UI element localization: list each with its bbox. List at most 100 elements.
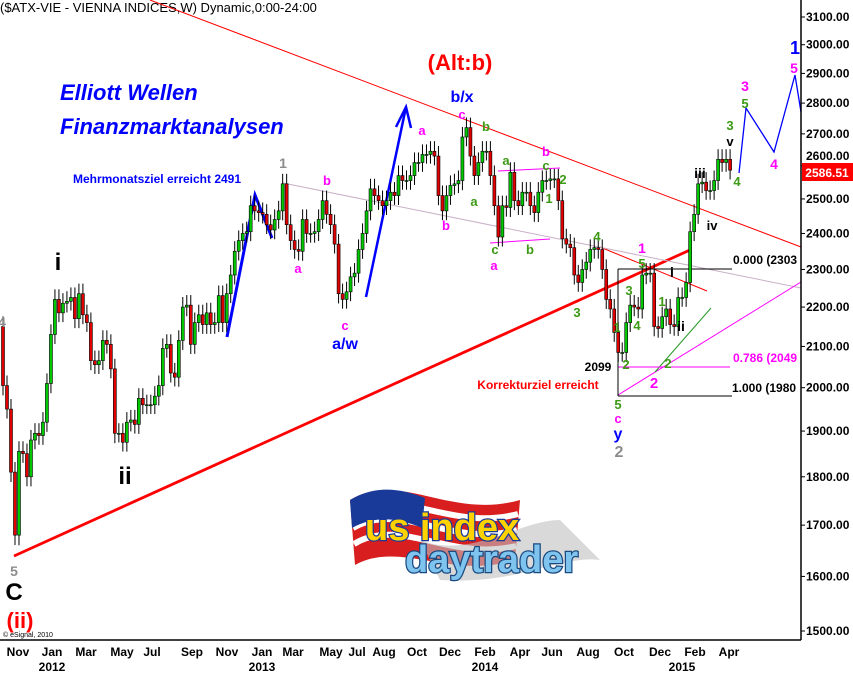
x-tick-label: Mar bbox=[282, 645, 304, 659]
candle-body bbox=[572, 247, 577, 276]
candle-body bbox=[204, 312, 209, 325]
candle-body bbox=[720, 158, 724, 163]
arrowhead-icon bbox=[394, 103, 413, 129]
candle bbox=[460, 126, 465, 191]
candle-body bbox=[396, 175, 401, 196]
candle-body bbox=[464, 127, 469, 138]
candle bbox=[312, 221, 317, 243]
candle bbox=[416, 152, 421, 172]
candle-body bbox=[384, 200, 389, 207]
wave-label: b bbox=[323, 173, 331, 188]
wave-label: a bbox=[502, 153, 510, 168]
candle-body bbox=[488, 150, 493, 176]
wave-label: b bbox=[542, 144, 550, 159]
candle bbox=[668, 298, 672, 334]
candle bbox=[468, 117, 473, 166]
candle bbox=[41, 412, 45, 445]
wave-label: (Alt:b) bbox=[428, 50, 493, 75]
candle-body bbox=[192, 322, 197, 345]
wave-label: b bbox=[442, 218, 450, 233]
x-tick-label: Feb bbox=[474, 645, 495, 659]
candle-body bbox=[157, 385, 161, 397]
candle-body bbox=[308, 233, 313, 235]
candle-body bbox=[332, 224, 337, 245]
candle bbox=[141, 388, 145, 415]
candle-body bbox=[109, 344, 113, 370]
candle-body bbox=[105, 340, 109, 345]
candle-body bbox=[212, 322, 217, 325]
candle bbox=[544, 170, 549, 190]
logo-text-2: daytrader bbox=[405, 539, 578, 581]
candle bbox=[45, 373, 49, 432]
candle-body bbox=[153, 395, 157, 406]
candle-body bbox=[348, 276, 353, 293]
last-price-tag bbox=[802, 163, 853, 181]
candle bbox=[624, 312, 629, 362]
candle-body bbox=[312, 231, 317, 234]
candle bbox=[376, 185, 381, 210]
candle-body bbox=[452, 183, 457, 186]
candle-body bbox=[668, 308, 672, 325]
candle-body bbox=[340, 293, 345, 300]
wave-label: 1 bbox=[638, 240, 646, 256]
candle bbox=[428, 141, 433, 164]
candle bbox=[648, 263, 652, 283]
wave-label: 4 bbox=[733, 174, 741, 189]
y-tick-label: 2500.00 bbox=[806, 192, 850, 206]
wave-label: a bbox=[294, 261, 302, 276]
candle-body bbox=[612, 308, 617, 333]
candle-body bbox=[85, 314, 89, 323]
candle bbox=[620, 342, 625, 362]
candle-body bbox=[288, 224, 293, 241]
candles-layer bbox=[1, 117, 732, 546]
wave-label: Mehrmonatsziel erreicht 2491 bbox=[73, 172, 241, 186]
wave-label: Korrekturziel erreicht bbox=[477, 378, 598, 392]
wave-label: 5 bbox=[741, 96, 748, 111]
candle-body bbox=[392, 191, 397, 196]
candle bbox=[388, 182, 393, 210]
candle-body bbox=[664, 308, 668, 318]
candle bbox=[172, 362, 177, 387]
candle-body bbox=[280, 183, 285, 212]
candle-body bbox=[256, 210, 261, 213]
candle bbox=[284, 173, 289, 235]
candle-body bbox=[300, 219, 305, 252]
candle bbox=[480, 141, 485, 172]
wave-label: b/x bbox=[450, 89, 473, 106]
candle bbox=[9, 399, 13, 483]
candle-body bbox=[244, 231, 249, 234]
candle bbox=[348, 266, 353, 302]
candle-body bbox=[516, 200, 521, 207]
candle bbox=[452, 173, 457, 195]
candle bbox=[572, 237, 577, 285]
candle bbox=[13, 462, 17, 546]
candle bbox=[372, 178, 377, 205]
candle-body bbox=[264, 214, 269, 226]
candle bbox=[304, 209, 309, 243]
candle bbox=[212, 312, 217, 334]
candle-body bbox=[524, 191, 529, 194]
candle bbox=[564, 228, 569, 254]
x-tick-label: Mar bbox=[75, 645, 97, 659]
y-tick-label: 1500.00 bbox=[806, 624, 850, 638]
candle-body bbox=[724, 158, 728, 163]
copyright: © eSignal, 2010 bbox=[3, 631, 53, 639]
wave-label: 2 bbox=[664, 356, 671, 371]
candle-body bbox=[17, 451, 21, 536]
candle bbox=[724, 149, 728, 172]
x-tick-label: Aug bbox=[576, 645, 599, 659]
candle-body bbox=[101, 340, 105, 361]
candle-body bbox=[688, 231, 692, 283]
candle-body bbox=[540, 180, 545, 193]
wave-label: iii bbox=[694, 165, 706, 181]
candle bbox=[436, 145, 441, 206]
candle-body bbox=[492, 175, 497, 207]
candle-body bbox=[548, 178, 553, 181]
candle-body bbox=[61, 302, 65, 314]
candle bbox=[336, 234, 341, 304]
candle-body bbox=[576, 274, 581, 283]
x-axis: Nov Jan Mar May Jul Sep Nov Jan Mar May Jul Aug Oct D… bbox=[7, 645, 740, 673]
lower-trendline bbox=[13, 248, 691, 558]
candle bbox=[588, 239, 593, 272]
